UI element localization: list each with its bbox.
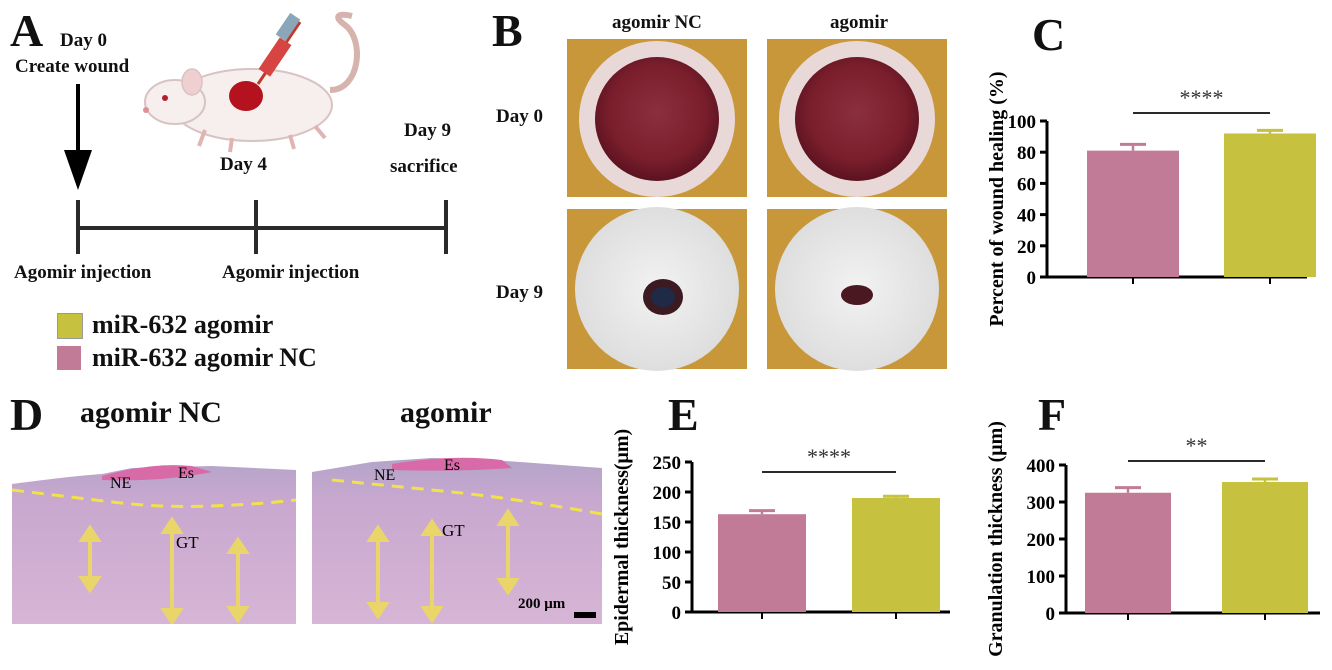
chart-c-bar-agomir [1224, 133, 1316, 277]
chart-f-ytick-label: 0 [1046, 604, 1056, 625]
chart-e-ytick-label: 100 [653, 543, 682, 564]
histology-agomir: NE Es GT 200 μm [312, 436, 602, 624]
timeline-diagram [64, 11, 448, 254]
col-label-agomir: agomir [830, 12, 889, 33]
panel-b-letter: B [492, 5, 523, 56]
chart-f-bar-agomir [1222, 482, 1308, 613]
mouse-illustration [143, 11, 360, 153]
chart-f: Granulation thickness (μm) 0 100 200 300 400 *… [985, 421, 1320, 657]
chart-e: Epidermal thickness(μm) 0 50 100 150 200 250 **… [611, 429, 950, 645]
chart-f-ylabel: Granulation thickness (μm) [985, 421, 1007, 657]
label-ne-nc: NE [110, 475, 131, 492]
chart-c-ytick-label: 60 [1017, 174, 1036, 195]
histology-title-agomir: agomir [400, 396, 492, 429]
legend-swatch-agomir [57, 313, 83, 339]
label-es-ag: Es [444, 457, 460, 474]
row-label-day0: Day 0 [496, 106, 543, 127]
legend-label-agomir-nc: miR-632 agomir NC [92, 343, 317, 372]
syringe-illustration [256, 12, 302, 85]
chart-c-ytick-label: 20 [1017, 237, 1036, 258]
chart-e-ytick-label: 50 [662, 573, 681, 594]
day0-label: Day 0 [60, 30, 107, 51]
chart-c-ytick-label: 100 [1008, 112, 1037, 133]
chart-f-ytick-label: 400 [1027, 456, 1056, 477]
chart-e-bar-nc [718, 514, 806, 612]
chart-f-sig-label: ** [1186, 433, 1208, 458]
chart-e-ytick-label: 250 [653, 453, 682, 474]
chart-c: Percent of wound healing (%) 0 20 40 60 80 100… [986, 71, 1316, 327]
photo-day0-nc [567, 39, 747, 197]
chart-c-ytick-label: 40 [1017, 206, 1036, 227]
chart-e-ytick-label: 150 [653, 513, 682, 534]
label-gt-nc: GT [176, 533, 199, 552]
label-gt-ag: GT [442, 521, 465, 540]
row-label-day9: Day 9 [496, 282, 543, 303]
col-label-nc: agomir NC [612, 12, 702, 33]
histology-title-nc: agomir NC [80, 396, 222, 429]
panel-f-letter: F [1038, 389, 1067, 440]
create-wound-label: Create wound [15, 56, 130, 77]
photo-day0-agomir [767, 39, 947, 197]
day4-label: Day 4 [220, 154, 267, 175]
injection-label-1: Agomir injection [14, 262, 152, 283]
chart-f-bar-nc [1085, 492, 1171, 613]
scale-bar [574, 612, 596, 618]
chart-e-ytick-label: 200 [653, 483, 682, 504]
photo-day9-nc [567, 207, 747, 371]
wound-photos [567, 39, 947, 371]
chart-f-ytick-label: 100 [1027, 567, 1056, 588]
legend-swatch-agomir-nc [57, 346, 81, 370]
histology-nc: NE Es GT [12, 436, 297, 624]
label-es-nc: Es [178, 465, 194, 482]
scale-bar-label: 200 μm [518, 596, 566, 612]
chart-c-ytick-label: 80 [1017, 143, 1036, 164]
chart-c-sig-label: **** [1180, 85, 1224, 110]
chart-c-bar-nc [1087, 150, 1179, 277]
chart-c-ylabel: Percent of wound healing (%) [986, 71, 1008, 326]
panel-a-letter: A [10, 5, 44, 56]
chart-f-ytick-label: 300 [1027, 493, 1056, 514]
panel-d-letter: D [10, 389, 44, 440]
label-ne-ag: NE [374, 467, 395, 484]
chart-e-bar-agomir [852, 498, 940, 612]
chart-e-ytick-label: 0 [672, 603, 682, 624]
legend-label-agomir: miR-632 agomir [92, 310, 274, 339]
day9-label: Day 9 [404, 120, 451, 141]
panel-e-letter: E [668, 389, 699, 440]
chart-e-sig-label: **** [807, 444, 851, 469]
injection-label-2: Agomir injection [222, 262, 360, 283]
sacrifice-label: sacrifice [390, 156, 458, 177]
panel-c-letter: C [1032, 9, 1066, 60]
photo-day9-agomir [767, 207, 947, 371]
down-arrow-head [64, 150, 92, 190]
chart-c-ytick-label: 0 [1027, 268, 1037, 289]
histology-images: NE Es GT NE Es GT 200 μm [12, 436, 602, 624]
chart-f-ytick-label: 200 [1027, 530, 1056, 551]
chart-e-ylabel: Epidermal thickness(μm) [611, 429, 633, 645]
